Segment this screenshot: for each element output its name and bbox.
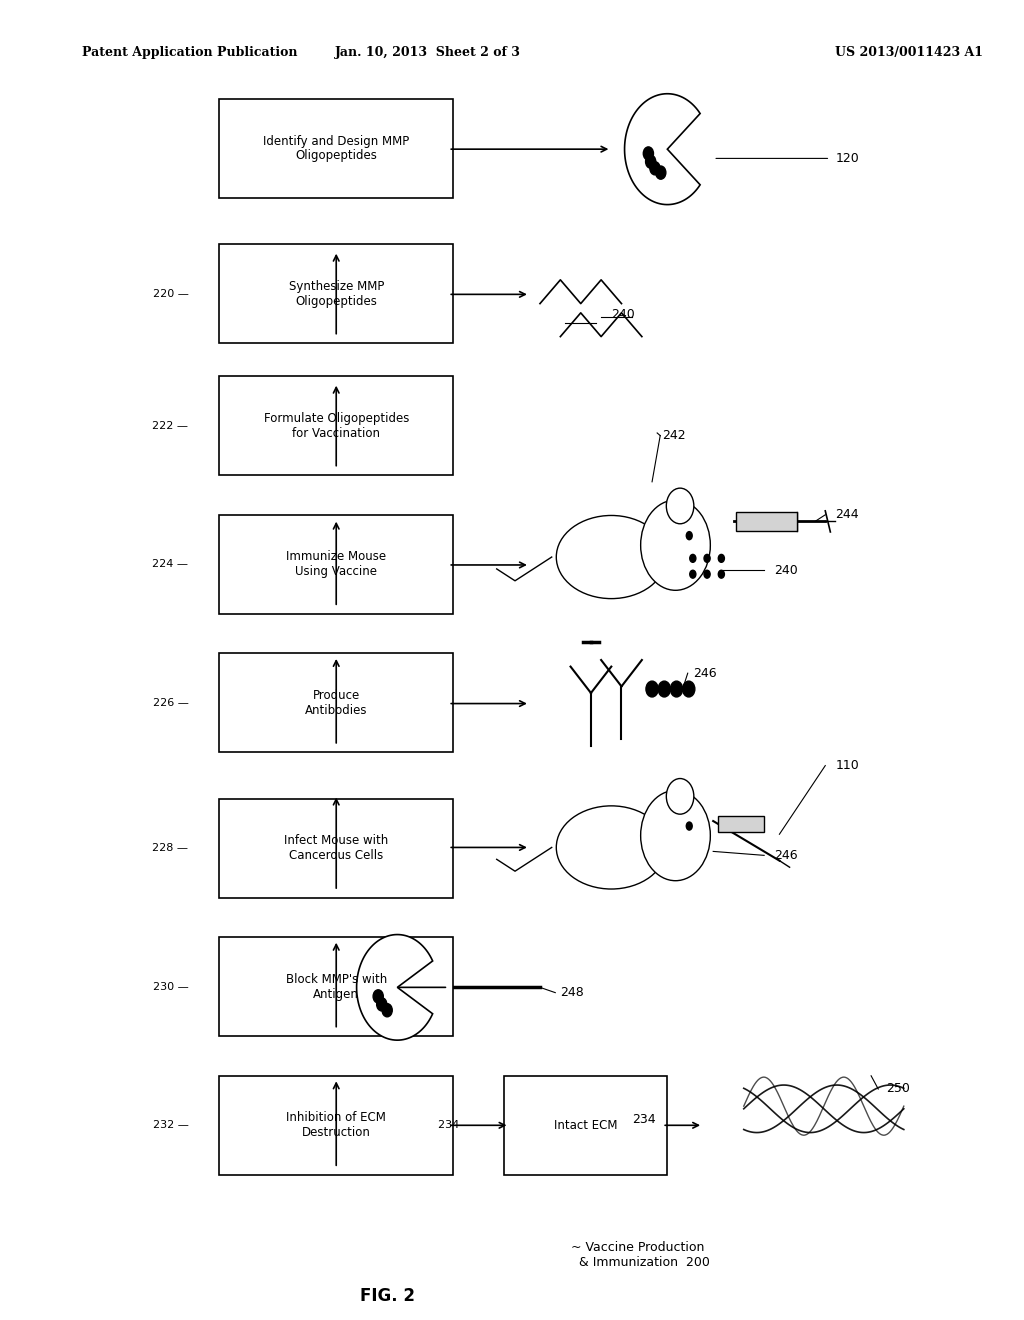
Text: Identify and Design MMP
Oligopeptides: Identify and Design MMP Oligopeptides <box>263 135 410 162</box>
Text: Formulate Oligopeptides
for Vaccination: Formulate Oligopeptides for Vaccination <box>263 412 409 440</box>
Circle shape <box>686 531 693 540</box>
Text: 240: 240 <box>611 308 635 321</box>
Text: Block MMP's with
Antigen: Block MMP's with Antigen <box>286 973 387 1001</box>
Text: Jan. 10, 2013  Sheet 2 of 3: Jan. 10, 2013 Sheet 2 of 3 <box>335 46 521 59</box>
Text: 250: 250 <box>887 1082 910 1096</box>
Text: FIG. 2: FIG. 2 <box>359 1287 415 1305</box>
Text: 234 —: 234 — <box>438 1121 474 1130</box>
Circle shape <box>718 570 724 578</box>
FancyBboxPatch shape <box>219 99 454 198</box>
Circle shape <box>377 998 387 1011</box>
Circle shape <box>683 681 695 697</box>
FancyBboxPatch shape <box>219 799 454 898</box>
Text: Infect Mouse with
Cancerous Cells: Infect Mouse with Cancerous Cells <box>284 834 388 862</box>
Text: 240: 240 <box>774 564 798 577</box>
FancyBboxPatch shape <box>505 1076 668 1175</box>
Circle shape <box>705 570 710 578</box>
Circle shape <box>655 166 666 180</box>
Text: 224 —: 224 — <box>153 560 188 569</box>
FancyBboxPatch shape <box>219 244 454 343</box>
Circle shape <box>641 500 711 590</box>
Circle shape <box>671 681 683 697</box>
Circle shape <box>645 154 655 168</box>
Text: Inhibition of ECM
Destruction: Inhibition of ECM Destruction <box>287 1111 386 1139</box>
Text: US 2013/0011423 A1: US 2013/0011423 A1 <box>836 46 983 59</box>
Text: 228 —: 228 — <box>153 843 188 853</box>
Text: ~ Vaccine Production
  & Immunization  200: ~ Vaccine Production & Immunization 200 <box>570 1241 710 1269</box>
Text: 244: 244 <box>836 508 859 521</box>
Text: 222 —: 222 — <box>153 421 188 430</box>
Text: 232 —: 232 — <box>153 1121 188 1130</box>
FancyBboxPatch shape <box>219 937 454 1036</box>
FancyBboxPatch shape <box>219 653 454 752</box>
Circle shape <box>705 554 710 562</box>
FancyBboxPatch shape <box>718 816 764 832</box>
Text: 226 —: 226 — <box>153 698 188 708</box>
Text: 246: 246 <box>774 849 798 862</box>
Text: 234: 234 <box>632 1113 655 1126</box>
Circle shape <box>690 570 696 578</box>
Text: 242: 242 <box>663 429 686 442</box>
FancyBboxPatch shape <box>219 376 454 475</box>
Circle shape <box>650 161 660 174</box>
Circle shape <box>643 147 653 160</box>
Text: 246: 246 <box>693 667 717 680</box>
Polygon shape <box>625 94 700 205</box>
Circle shape <box>658 681 671 697</box>
Circle shape <box>382 1003 392 1016</box>
FancyBboxPatch shape <box>219 515 454 614</box>
FancyBboxPatch shape <box>219 1076 454 1175</box>
Ellipse shape <box>556 516 667 599</box>
Circle shape <box>690 554 696 562</box>
Text: 110: 110 <box>836 759 859 772</box>
Text: 230 —: 230 — <box>153 982 188 991</box>
Circle shape <box>641 791 711 880</box>
Circle shape <box>667 779 694 814</box>
Text: Immunize Mouse
Using Vaccine: Immunize Mouse Using Vaccine <box>286 550 386 578</box>
Text: Synthesize MMP
Oligopeptides: Synthesize MMP Oligopeptides <box>289 280 384 308</box>
Ellipse shape <box>556 805 667 890</box>
Text: Patent Application Publication: Patent Application Publication <box>82 46 297 59</box>
Circle shape <box>718 554 724 562</box>
FancyBboxPatch shape <box>735 512 797 531</box>
Circle shape <box>646 681 658 697</box>
Circle shape <box>686 821 693 830</box>
Circle shape <box>373 990 383 1003</box>
Polygon shape <box>356 935 433 1040</box>
Text: 248: 248 <box>560 986 584 999</box>
Circle shape <box>667 488 694 524</box>
Text: Produce
Antibodies: Produce Antibodies <box>305 689 368 717</box>
Text: Intact ECM: Intact ECM <box>554 1119 617 1131</box>
Text: 220 —: 220 — <box>153 289 188 298</box>
Text: 120: 120 <box>836 152 859 165</box>
